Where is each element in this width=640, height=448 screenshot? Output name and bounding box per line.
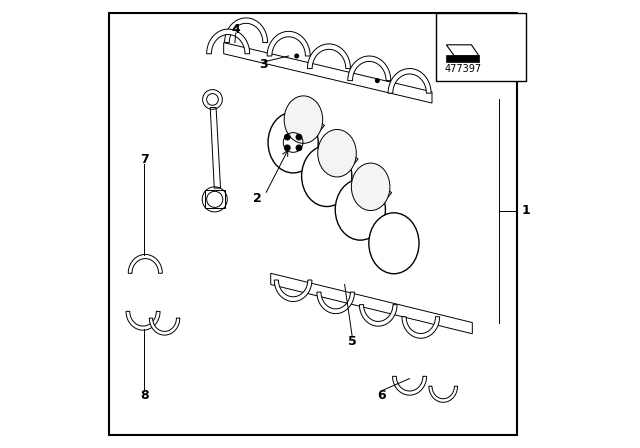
Ellipse shape [335,179,385,240]
Polygon shape [429,386,458,402]
Ellipse shape [369,213,419,274]
Bar [436,13,526,81]
Polygon shape [446,45,479,56]
Polygon shape [267,31,310,56]
Text: 5: 5 [348,335,356,348]
Polygon shape [149,318,180,335]
Text: 2: 2 [253,191,262,205]
Polygon shape [128,254,163,273]
Circle shape [285,145,290,151]
Text: 477397: 477397 [444,65,481,74]
Circle shape [285,134,290,140]
Polygon shape [307,44,351,69]
Text: 8: 8 [140,388,148,402]
Circle shape [376,79,379,82]
Ellipse shape [284,96,323,143]
Circle shape [296,145,301,151]
Polygon shape [446,55,479,62]
Text: 3: 3 [260,58,268,72]
Polygon shape [348,56,391,81]
Polygon shape [275,280,312,302]
Polygon shape [392,376,427,395]
Text: 4: 4 [232,22,240,36]
Polygon shape [282,110,324,150]
Ellipse shape [268,112,318,173]
Text: 7: 7 [140,152,148,166]
Ellipse shape [351,163,390,211]
Polygon shape [126,311,160,330]
Polygon shape [388,69,431,93]
Polygon shape [317,292,355,314]
Polygon shape [316,143,358,184]
Polygon shape [224,43,432,103]
Polygon shape [271,273,472,334]
Circle shape [296,134,301,140]
Circle shape [295,54,298,58]
Polygon shape [225,18,268,43]
Polygon shape [207,29,250,54]
Polygon shape [349,177,392,217]
Ellipse shape [301,146,352,207]
Polygon shape [205,190,225,208]
Polygon shape [402,317,440,338]
Polygon shape [360,305,397,326]
Text: 1: 1 [522,204,531,217]
Text: 6: 6 [378,388,386,402]
Polygon shape [210,108,221,188]
Ellipse shape [317,129,356,177]
